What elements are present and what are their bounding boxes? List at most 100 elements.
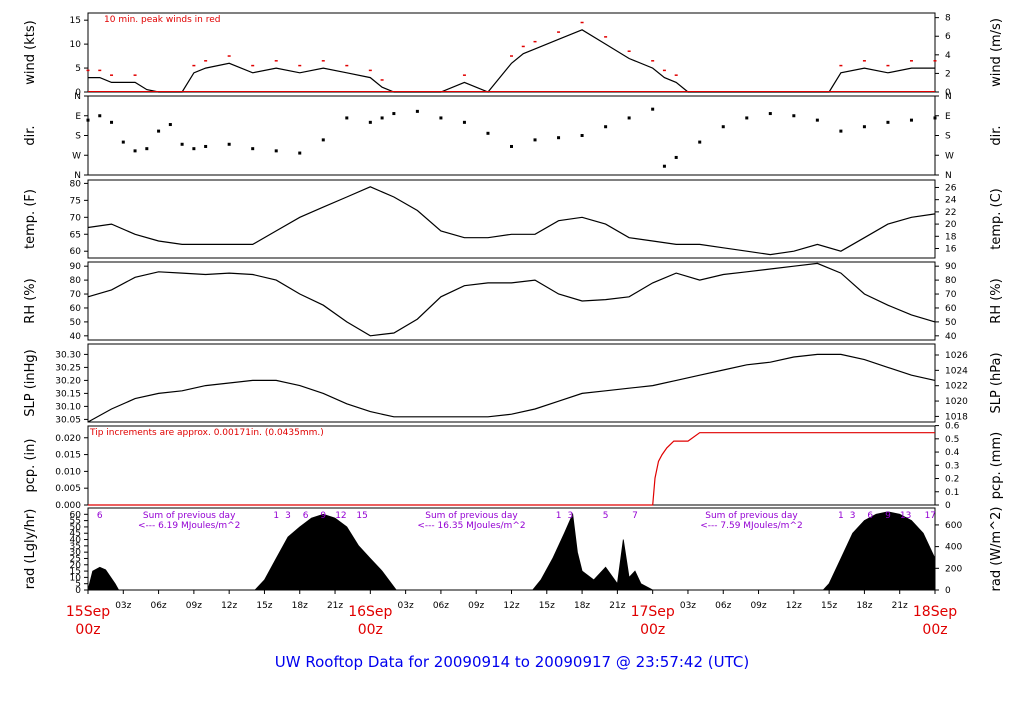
y-tick-label: 80 [70,276,82,286]
y-tick-label-right: 0.2 [945,475,959,485]
y-tick-label-right: 18 [945,232,957,242]
y-axis-label: SLP (inHg) [23,349,38,417]
y-tick-label-right: 2 [945,69,951,79]
time-tick-label: 09z [186,601,202,611]
y-tick-label: 0.020 [55,434,81,444]
data-point [580,134,584,137]
series-line [88,29,935,93]
panel-rh: 40 50 60 70 80 90 40 50 60 70 80 90 RH (%) RH (%) [23,261,1004,342]
data-point [909,118,913,122]
y-tick-label: 0.005 [55,484,81,494]
day-sum-title: Sum of previous day [425,511,518,521]
y-tick-label-right: 6 [945,32,951,42]
y-tick-label-right: 80 [945,276,957,286]
y-tick-label-right: 8 [945,14,951,24]
data-point [86,118,90,122]
y-tick-label-right: 24 [945,196,957,206]
time-tick-label: 03z [398,601,414,611]
y-tick-label: 90 [70,262,82,272]
radiation-area [87,511,936,591]
y-axis-label-right: pcp. (mm) [989,432,1004,499]
hour-label: 6 [97,511,103,521]
y-tick-label: 10 [70,573,82,583]
data-point [662,164,666,168]
peak-marker [521,45,525,48]
y-tick-label: N [74,92,81,102]
peak-marker [674,74,678,76]
day-sum-value: <--- 7.59 MJoules/m^2 [700,521,802,531]
time-axis: 03z 06z 09z 12z 15z 18z 21z 03z 06z 09z 12z 15z 18z 2… [66,590,957,638]
y-tick-label: 30.25 [55,363,81,373]
peak-marker [133,74,137,76]
y-tick-label-right: E [945,112,951,122]
time-tick-label: 03z [680,601,696,611]
y-tick-label: 65 [70,230,81,240]
panel-frame [87,261,936,341]
data-point [157,129,161,133]
y-tick-label-right: 1026 [945,351,968,361]
y-tick-label: 35 [70,542,81,552]
y-tick-label-right: 50 [945,318,957,328]
peak-marker [192,64,196,67]
hour-label: 6 [303,511,309,521]
peak-marker [862,60,866,62]
data-point [192,147,196,151]
hour-label: 6 [867,511,873,521]
peak-marker [662,69,666,72]
series-line [88,432,935,506]
hour-label: 7 [632,511,638,521]
data-point [133,149,137,153]
data-point [168,123,172,127]
time-tick-label: 18z [856,601,872,611]
y-axis-label-right: SLP (hPa) [989,352,1004,413]
time-tick-label: 03z [115,601,131,611]
y-axis-label: RH (%) [23,278,38,323]
data-point [439,116,443,120]
y-tick-label-right: 90 [945,262,957,272]
y-tick-label: 45 [70,529,81,539]
date-hour-label: 00z [922,622,947,638]
y-tick-label-right: 200 [945,564,962,574]
y-tick-label-right: N [945,92,952,102]
data-point [510,144,513,148]
y-tick-label: 30.30 [55,350,81,360]
hour-label: 15 [356,511,367,521]
y-tick-label-right: 20 [945,220,957,230]
peak-marker [86,69,90,72]
data-point [745,116,749,120]
time-tick-label: 15z [256,601,272,611]
hour-label: 5 [603,511,609,521]
y-tick-label: W [72,151,81,161]
y-tick-label: 55 [70,517,81,527]
data-point [792,114,796,118]
y-tick-label-right: 0.1 [945,488,959,498]
y-tick-label-right: 22 [945,208,956,218]
y-axis-label-right: rad (W/m^2) [989,507,1004,592]
y-tick-label-right: 0 [945,88,951,98]
y-tick-label-right: S [945,132,951,142]
panel-temp: 60 65 70 75 80 16 18 20 22 24 26 temp. (F) temp. (C) [23,179,1004,259]
data-point [345,116,349,120]
y-tick-label-right: 600 [945,521,962,531]
panel-annotation: 10 min. peak winds in red [104,15,221,25]
y-tick-label: 20 [70,561,82,571]
peak-marker [580,21,584,24]
peak-marker [227,55,231,57]
series-line [87,353,936,423]
time-tick-label: 15z [539,601,555,611]
y-tick-label: 70 [70,213,82,223]
y-tick-label: 10 [70,40,82,50]
date-label: 16Sep [348,604,392,620]
hour-label: 1 [273,511,279,521]
y-tick-label: S [75,132,81,142]
date-label: 17Sep [631,604,675,620]
y-tick-label: 5 [75,580,81,590]
panel-annotation: Tip increments are approx. 0.00171in. (0… [89,428,324,438]
date-hour-label: 00z [358,622,383,638]
data-point [886,120,890,124]
y-tick-label-right: 70 [945,290,957,300]
peak-marker [909,60,913,62]
